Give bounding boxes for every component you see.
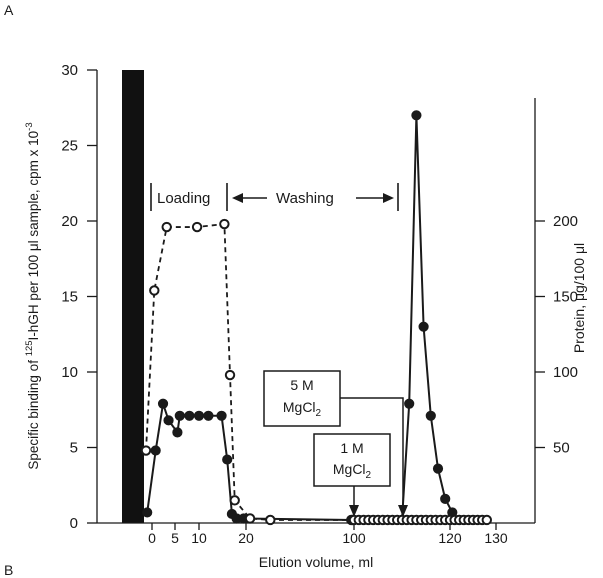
protein-point [161, 221, 172, 233]
protein-series-line [145, 223, 487, 521]
protein-point [140, 445, 152, 456]
binding-point [418, 321, 429, 332]
washing-label: Washing [276, 190, 334, 207]
left-tick-label: 25 [61, 138, 78, 155]
left-tick-label: 20 [61, 213, 78, 230]
loading-label: Loading [157, 190, 210, 207]
right-tick-label: 150 [553, 289, 578, 306]
x-axis-title: Elution volume, ml [259, 554, 373, 570]
protein-point [191, 221, 203, 233]
left-axis-title: Specific binding of 125I-hGH per 100 μl … [24, 122, 41, 469]
protein-point [219, 218, 230, 230]
x-axis-ticks: 0 5 10 20 100 120 130 [148, 523, 508, 546]
binding-point [163, 415, 174, 426]
next-panel-label: B [4, 562, 14, 578]
x-tick-label: 120 [438, 530, 462, 546]
left-tick-label: 10 [61, 364, 78, 381]
x-tick-label: 5 [171, 530, 179, 546]
right-tick-label: 50 [553, 440, 570, 457]
binding-point [440, 493, 451, 504]
right-axis-ticks: 50 100 150 200 [535, 213, 578, 457]
binding-point [216, 410, 227, 421]
protein-point [229, 495, 240, 506]
protein-point [265, 514, 276, 526]
x-tick-label: 100 [342, 530, 366, 546]
binding-series-line [146, 114, 460, 521]
protein-point [244, 513, 256, 524]
right-tick-label: 200 [553, 213, 578, 230]
x-tick-label: 20 [238, 530, 254, 546]
binding-point [142, 507, 153, 518]
binding-point [411, 110, 422, 121]
protein-point [224, 369, 236, 381]
x-tick-label: 130 [484, 530, 508, 546]
panel-label: A [4, 2, 14, 18]
mgcl2-1m-box [313, 433, 391, 487]
left-tick-label: 5 [70, 440, 78, 457]
binding-point [174, 410, 185, 421]
washing-left-arrowhead [232, 193, 243, 203]
loading-bar [122, 70, 144, 523]
left-axis-ticks: 0 5 10 15 20 25 30 [61, 62, 97, 532]
binding-point [150, 445, 161, 456]
mgcl2-5m-line1: 5 M [290, 377, 313, 393]
binding-point [432, 463, 444, 474]
series-points [140, 110, 492, 526]
binding-point [404, 398, 415, 409]
protein-point [481, 514, 492, 526]
left-tick-label: 15 [61, 289, 78, 306]
protein-point [149, 285, 160, 296]
binding-point [425, 410, 436, 421]
left-tick-label: 0 [70, 515, 78, 532]
right-tick-label: 100 [553, 364, 578, 381]
binding-point [222, 454, 233, 465]
mgcl2-1m-line2: MgCl2 [333, 461, 372, 481]
x-tick-label: 0 [148, 530, 156, 546]
binding-point [193, 410, 205, 421]
mgcl2-5m-pointer [340, 397, 404, 510]
washing-right-arrowhead [383, 193, 394, 203]
left-tick-label: 30 [61, 62, 78, 79]
x-tick-label: 10 [191, 530, 207, 546]
right-axis-title: Protein, μg/100 μl [571, 243, 587, 353]
binding-point [184, 410, 195, 421]
mgcl2-1m-line1: 1 M [340, 440, 363, 456]
binding-point [172, 427, 183, 438]
binding-point [157, 398, 169, 409]
mgcl2-1m-arrowhead [349, 505, 359, 517]
mgcl2-5m-line2: MgCl2 [283, 399, 322, 419]
binding-point [203, 410, 214, 421]
